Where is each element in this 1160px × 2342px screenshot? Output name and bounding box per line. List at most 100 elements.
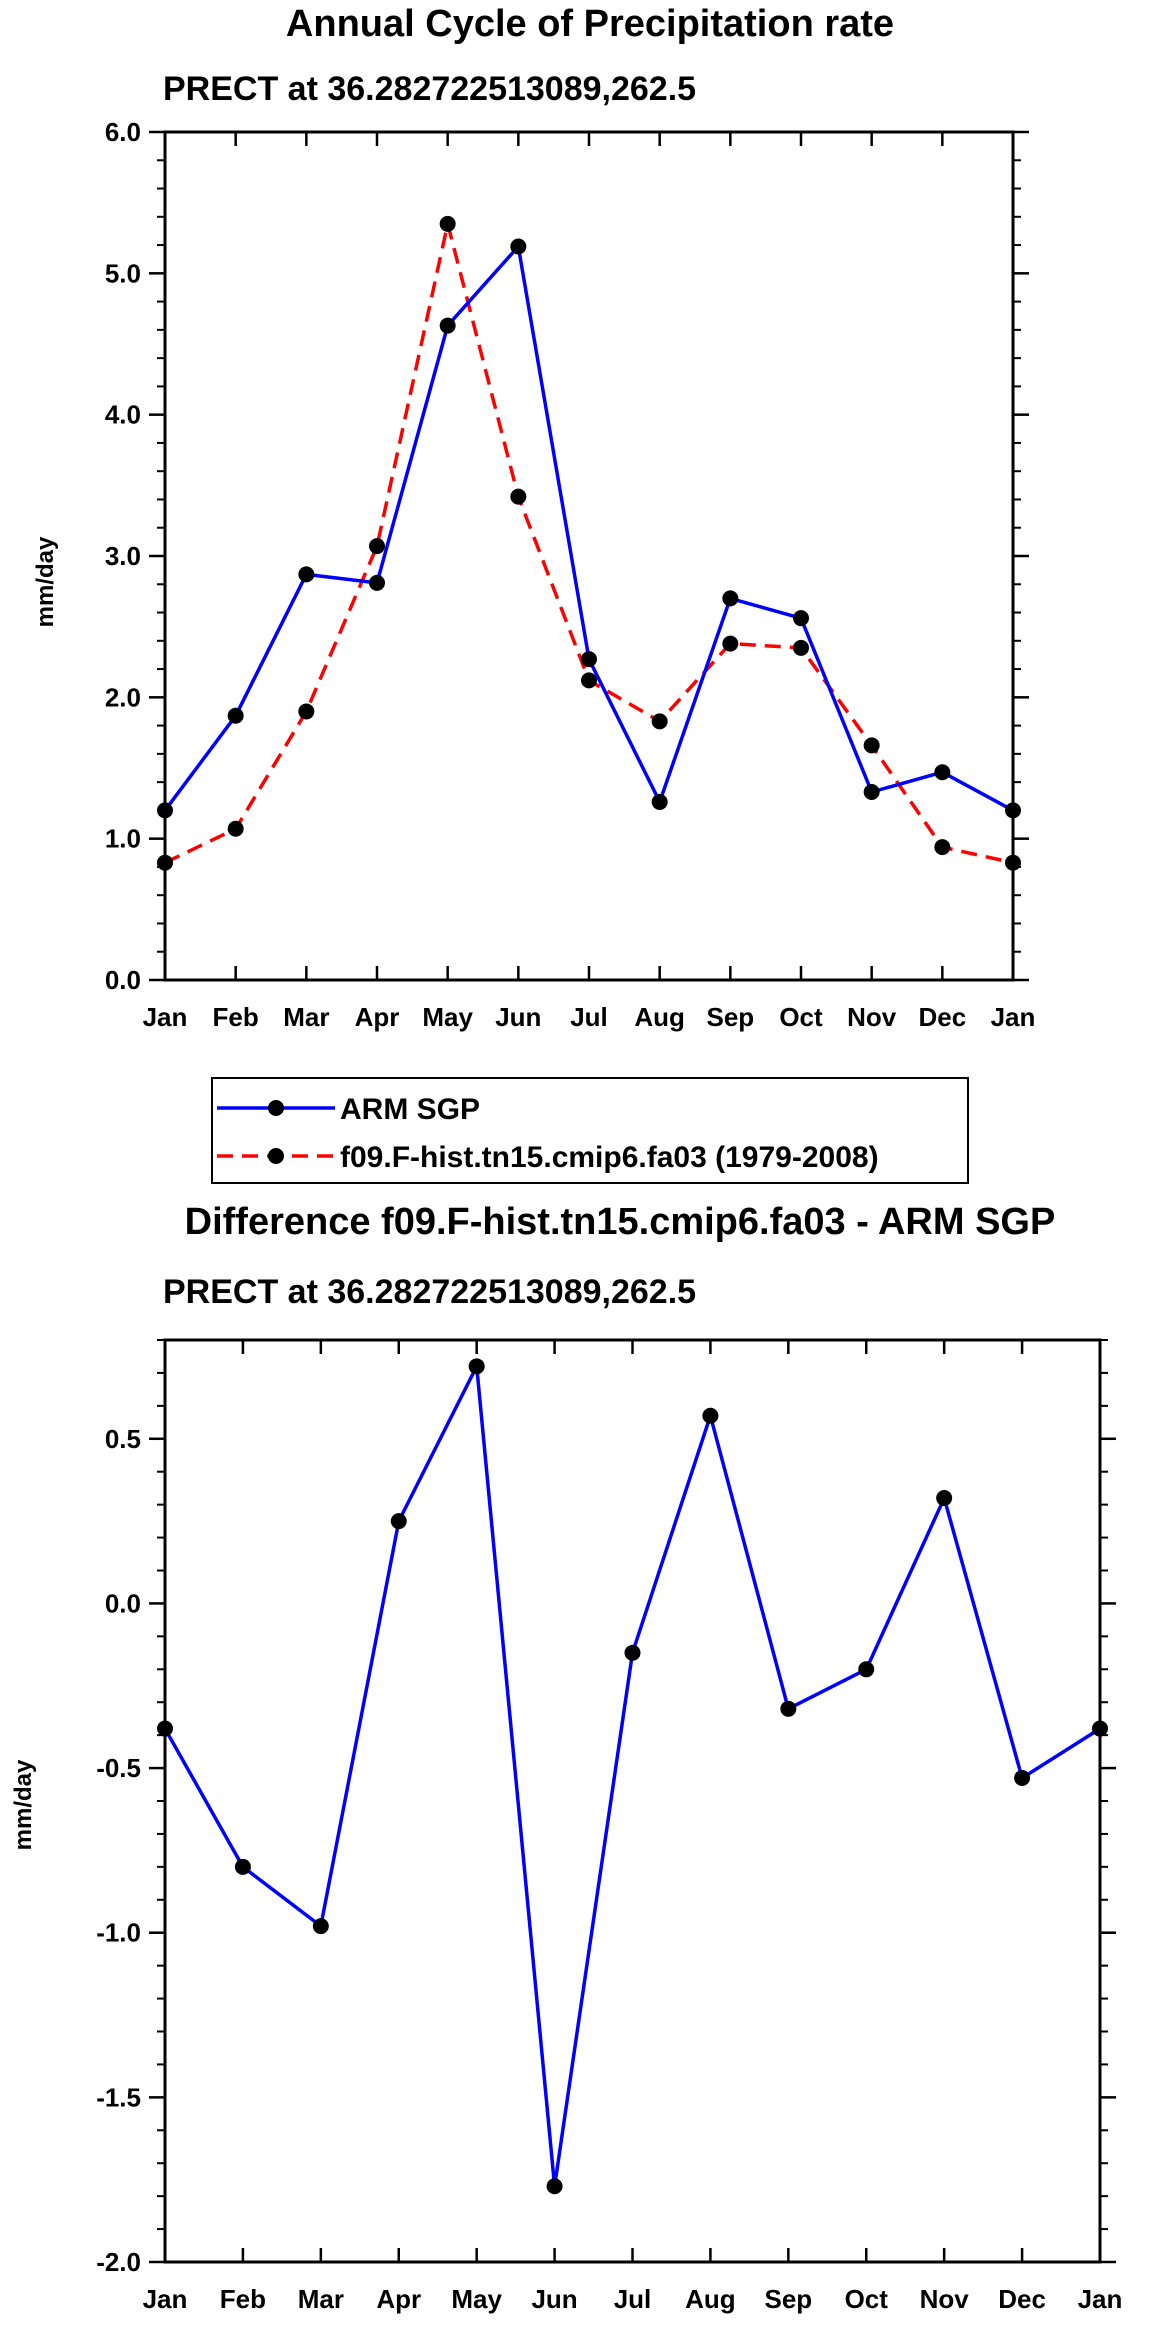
chart2-series-0-point [234,1858,251,1875]
chart1-xtick-label: Nov [847,1002,897,1032]
chart2-plot-frame [163,1338,1102,2264]
chart1-ytick-label: 0.0 [105,965,141,995]
chart2-series-0-point [157,1720,173,1737]
chart1-ytick-label: 6.0 [105,117,141,147]
chart2-ytick-label: -1.5 [96,2082,141,2112]
chart1-ytick-label: 4.0 [105,400,141,430]
chart2-xtick-label: Mar [298,2284,344,2314]
chart1-series-0-point [227,707,244,724]
chart1-series-0-point [157,802,173,819]
chart2-xtick-label: Oct [845,2284,889,2314]
chart2-series-line-0 [163,1364,1101,2189]
chart1-xtick-label: Mar [283,1002,329,1032]
chart1-series-1-point [369,538,385,555]
chart2-ytick-label: -0.5 [96,1753,141,1783]
chart2-series-0-point [546,2178,563,2195]
chart1-series-1-point [581,672,597,689]
chart2-xtick-label: Jun [531,2284,577,2314]
chart2-ylabel: mm/day [10,1759,37,1850]
chart1-series-0-point [439,317,456,334]
chart2-subtitle: PRECT at 36.282722513089,262.5 [163,1273,696,1311]
chart1-series-0-point [863,784,880,801]
chart2-series-0-point [780,1700,797,1717]
chart1-series-0-point [581,651,597,668]
chart1-ytick-label: 5.0 [105,258,141,288]
chart2-xtick-label: Jul [614,2284,652,2314]
chart2-ytick-label: 0.5 [105,1424,141,1454]
chart1-xtick-label: Sep [706,1002,754,1032]
chart1-xtick-label: Jan [991,1002,1036,1032]
chart2-series-0-point [312,1918,329,1935]
chart2-ytick-label: -1.0 [96,1918,141,1948]
chart1-series-0-point [722,590,739,607]
chart1-series-1-point [793,639,809,656]
chart1-series-line-1 [164,222,1014,865]
legend-marker-arm-sgp [268,1100,284,1116]
chart1-ytick-label: 3.0 [105,541,141,571]
chart1-ylabel: mm/day [32,536,59,627]
chart1-series-0-point [934,764,951,781]
chart1-ytick-label: 2.0 [105,682,141,712]
chart1-series-1-point [298,703,315,720]
chart-difference: Difference f09.F-hist.tn15.cmip6.fa03 - … [10,1201,1122,2314]
chart1-series-1-point [510,488,527,505]
chart2-xtick-label: Feb [220,2284,266,2314]
chart1-plot-frame [163,130,1015,982]
chart1-xtick-label: Jan [143,1002,188,1032]
chart1-series-0-point [510,238,527,255]
chart1-ytick-label: 1.0 [105,824,141,854]
chart2-title: Difference f09.F-hist.tn15.cmip6.fa03 - … [185,1201,1056,1243]
chart2-ytick-label: -2.0 [96,2247,141,2277]
chart1-series-0-point [1005,802,1021,819]
chart2-series-0-point [1092,1720,1108,1737]
chart2-ticks: Jan Feb Mar Apr May Jun Jul Aug Sep Oct Nov Dec Jan-… [96,1339,1122,2314]
chart1-series-0-point [651,793,668,810]
chart1-series-1-point [722,635,739,652]
chart2-xtick-label: Jan [143,2284,188,2314]
chart1-xtick-label: Jun [495,1002,541,1032]
chart1-series [157,215,1021,871]
chart-annual-cycle: Annual Cycle of Precipitation rate PRECT… [32,3,1035,1032]
chart1-series-1-point [651,713,668,730]
chart1-title: Annual Cycle of Precipitation rate [286,3,894,45]
chart1-series-0-point [369,574,385,591]
chart2-series-0-point [1014,1769,1031,1786]
chart2-xtick-label: Aug [685,2284,736,2314]
chart1-series-1-point [934,839,951,856]
chart1-xtick-label: May [422,1002,473,1032]
chart1-xtick-label: Jul [570,1002,608,1032]
legend-label-arm-sgp: ARM SGP [340,1093,480,1126]
chart1-series-1-point [439,215,456,232]
chart1-series-1-point [157,854,173,871]
chart2-ytick-label: 0.0 [105,1588,141,1618]
chart2-xtick-label: Sep [764,2284,812,2314]
chart2-series [157,1358,1108,2195]
chart1-ticks: Jan Feb Mar Apr May Jun Jul Aug Sep Oct Nov Dec Jan0… [105,117,1036,1032]
chart1-xtick-label: Apr [355,1002,400,1032]
chart1-xtick-label: Oct [779,1002,823,1032]
chart2-xtick-label: Dec [998,2284,1046,2314]
chart1-series-1-point [227,820,244,837]
chart2-series-0-point [468,1358,485,1375]
legend-label-model: f09.F-hist.tn15.cmip6.fa03 (1979-2008) [340,1141,879,1174]
chart1-series-1-point [863,737,880,754]
chart1-series-1-point [1005,854,1021,871]
chart1-series-line-0 [163,244,1014,812]
chart2-series-0-point [858,1661,875,1678]
chart1-xtick-label: Aug [634,1002,685,1032]
chart1-xtick-label: Dec [918,1002,966,1032]
chart1-xtick-label: Feb [213,1002,259,1032]
chart2-series-0-point [702,1407,719,1424]
legend-box [211,1077,969,1184]
legend-marker-model [268,1148,284,1164]
chart2-series-0-point [390,1513,407,1530]
chart1-legend: ARM SGP f09.F-hist.tn15.cmip6.fa03 (1979… [211,1077,969,1184]
chart1-subtitle: PRECT at 36.282722513089,262.5 [163,70,696,108]
chart2-series-0-point [936,1490,953,1507]
chart1-series-0-point [298,566,315,583]
chart2-xtick-label: Nov [920,2284,970,2314]
chart2-series-0-point [624,1644,641,1661]
chart2-xtick-label: May [451,2284,502,2314]
chart2-xtick-label: Apr [376,2284,421,2314]
